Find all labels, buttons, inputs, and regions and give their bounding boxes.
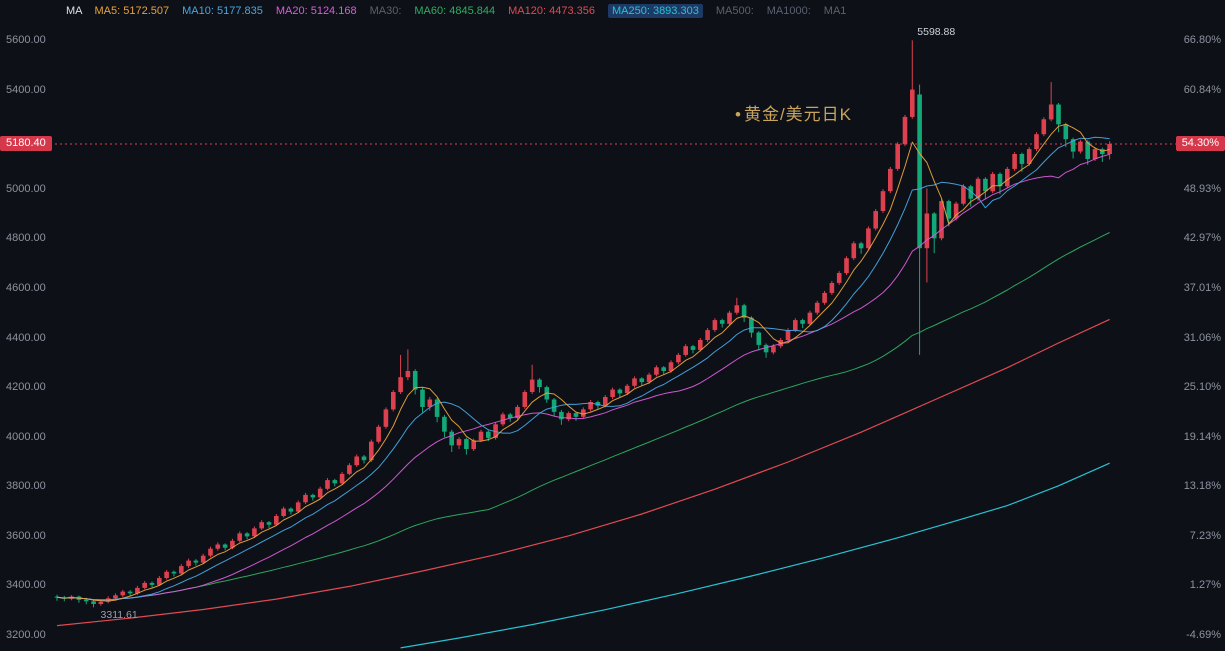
legend-item-ma20[interactable]: MA20: 5124.168 [275, 5, 357, 17]
watermark-symbol-text: 黄金/美元日K [743, 105, 853, 124]
legend-item-ma120[interactable]: MA120: 4473.356 [508, 5, 595, 17]
legend-item-ma500[interactable]: MA500: [715, 5, 754, 17]
ma-legend-title: MA [66, 5, 83, 17]
ma-legend: MA MA5: 5172.507 MA10: 5177.835 MA20: 5124… [66, 4, 860, 18]
symbol-watermark: • 黄金/美元日K [735, 100, 852, 125]
legend-item-ma5[interactable]: MA5: 5172.507 [94, 5, 170, 17]
legend-item-ma250[interactable]: MA250: 3893.303 [607, 4, 703, 18]
legend-item-ma1[interactable]: MA1 [823, 5, 847, 17]
current-price-badge: 5180.40 [0, 136, 52, 152]
ma-legend-items: MA5: 5172.507 MA10: 5177.835 MA20: 5124.16… [94, 4, 860, 18]
low-price-annotation: 3311.61 [100, 609, 138, 622]
legend-item-ma30[interactable]: MA30: [369, 5, 402, 17]
high-price-annotation: 5598.88 [917, 26, 956, 39]
legend-item-ma10[interactable]: MA10: 5177.835 [182, 5, 263, 17]
current-change-badge: 54.30% [1175, 136, 1225, 152]
watermark-bullet-icon: • [735, 105, 742, 124]
legend-item-ma60[interactable]: MA60: 4845.844 [414, 5, 496, 17]
legend-item-ma1000[interactable]: MA1000: [766, 5, 811, 17]
